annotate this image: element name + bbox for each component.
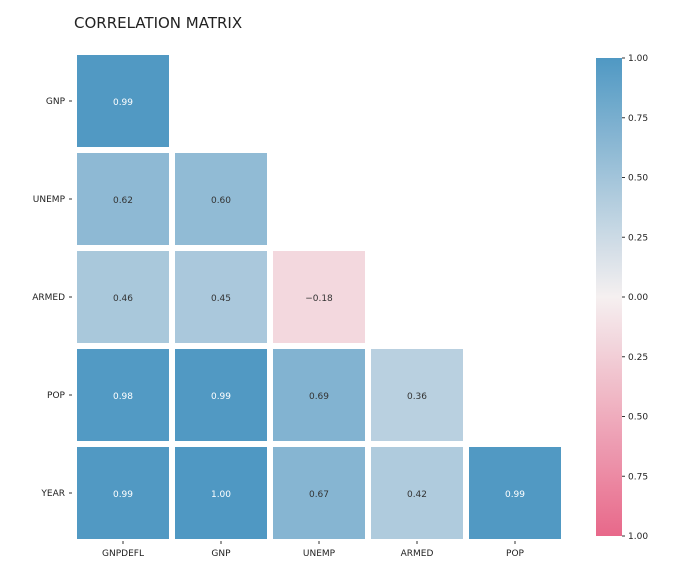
cell-value-label: 0.45 (211, 294, 231, 304)
colorbar-tick-label: 0.50 (628, 413, 648, 423)
row-label-unemp: UNEMP (33, 195, 66, 205)
cell-value-label: −0.18 (305, 294, 333, 304)
column-label-armed: ARMED (401, 549, 434, 559)
colorbar-tick-label: 0.75 (628, 472, 648, 482)
heatmap-cell-pop-gnp (175, 349, 267, 441)
cell-value-label: 0.42 (407, 490, 427, 500)
heatmap-cell-unemp-gnp (175, 153, 267, 245)
heatmap-cell-year-armed (371, 447, 463, 539)
heatmap-cell-armed-gnpdefl (77, 251, 169, 343)
row-labels: GNP UNEMP ARMED POP YEAR (32, 97, 72, 499)
cell-value-label: 1.00 (211, 490, 231, 500)
cell-value-label: 0.99 (505, 490, 525, 500)
column-label-gnpdefl: GNPDEFL (102, 549, 144, 559)
heatmap-cell-year-pop (469, 447, 561, 539)
colorbar-tick-label: 0.50 (628, 174, 648, 184)
heatmap-cell-year-unemp (273, 447, 365, 539)
column-label-unemp: UNEMP (303, 549, 336, 559)
heatmap-cell-unemp-gnpdefl (77, 153, 169, 245)
row-label-armed: ARMED (32, 293, 65, 303)
heatmap-cell-year-gnp (175, 447, 267, 539)
heatmap-cell-armed-gnp (175, 251, 267, 343)
colorbar-tick-label: 1.00 (628, 54, 648, 64)
colorbar-tick-label: 0.00 (628, 293, 648, 303)
column-labels: GNPDEFL GNP UNEMP ARMED POP (102, 541, 525, 559)
colorbar: 1.00 0.75 0.50 0.25 0.00 0.25 0.50 0.75 1.00 (596, 54, 648, 542)
cell-value-label: 0.99 (113, 98, 133, 108)
heatmap-cell-pop-gnpdefl (77, 349, 169, 441)
cell-value-label: 0.98 (113, 392, 133, 402)
column-label-pop: POP (506, 549, 525, 559)
cell-value-label: 0.67 (309, 490, 329, 500)
cell-value-label: 0.60 (211, 196, 231, 206)
heatmap-cells: 0.99 0.62 0.60 0.46 0.45 −0.18 0.98 0.99 0.69 0.3… (77, 55, 561, 539)
heatmap-cell-year-gnpdefl (77, 447, 169, 539)
chart-title: CORRELATION MATRIX (74, 14, 242, 32)
colorbar-tick-label: 0.25 (628, 233, 648, 243)
colorbar-tick-label: 1.00 (628, 532, 648, 542)
colorbar-tick-label: 0.25 (628, 353, 648, 363)
cell-value-label: 0.69 (309, 392, 329, 402)
heatmap-cell-armed-unemp (273, 251, 365, 343)
colorbar-gradient (596, 58, 622, 536)
row-label-pop: POP (47, 391, 66, 401)
heatmap-cell-pop-unemp (273, 349, 365, 441)
row-label-year: YEAR (40, 489, 65, 499)
cell-value-label: 0.99 (211, 392, 231, 402)
heatmap-cell-gnp-gnpdefl (77, 55, 169, 147)
column-label-gnp: GNP (211, 549, 231, 559)
row-label-gnp: GNP (46, 97, 66, 107)
cell-value-label: 0.62 (113, 196, 133, 206)
cell-value-label: 0.46 (113, 294, 133, 304)
heatmap-cell-pop-armed (371, 349, 463, 441)
cell-value-label: 0.99 (113, 490, 133, 500)
colorbar-tick-label: 0.75 (628, 114, 648, 124)
cell-value-label: 0.36 (407, 392, 427, 402)
